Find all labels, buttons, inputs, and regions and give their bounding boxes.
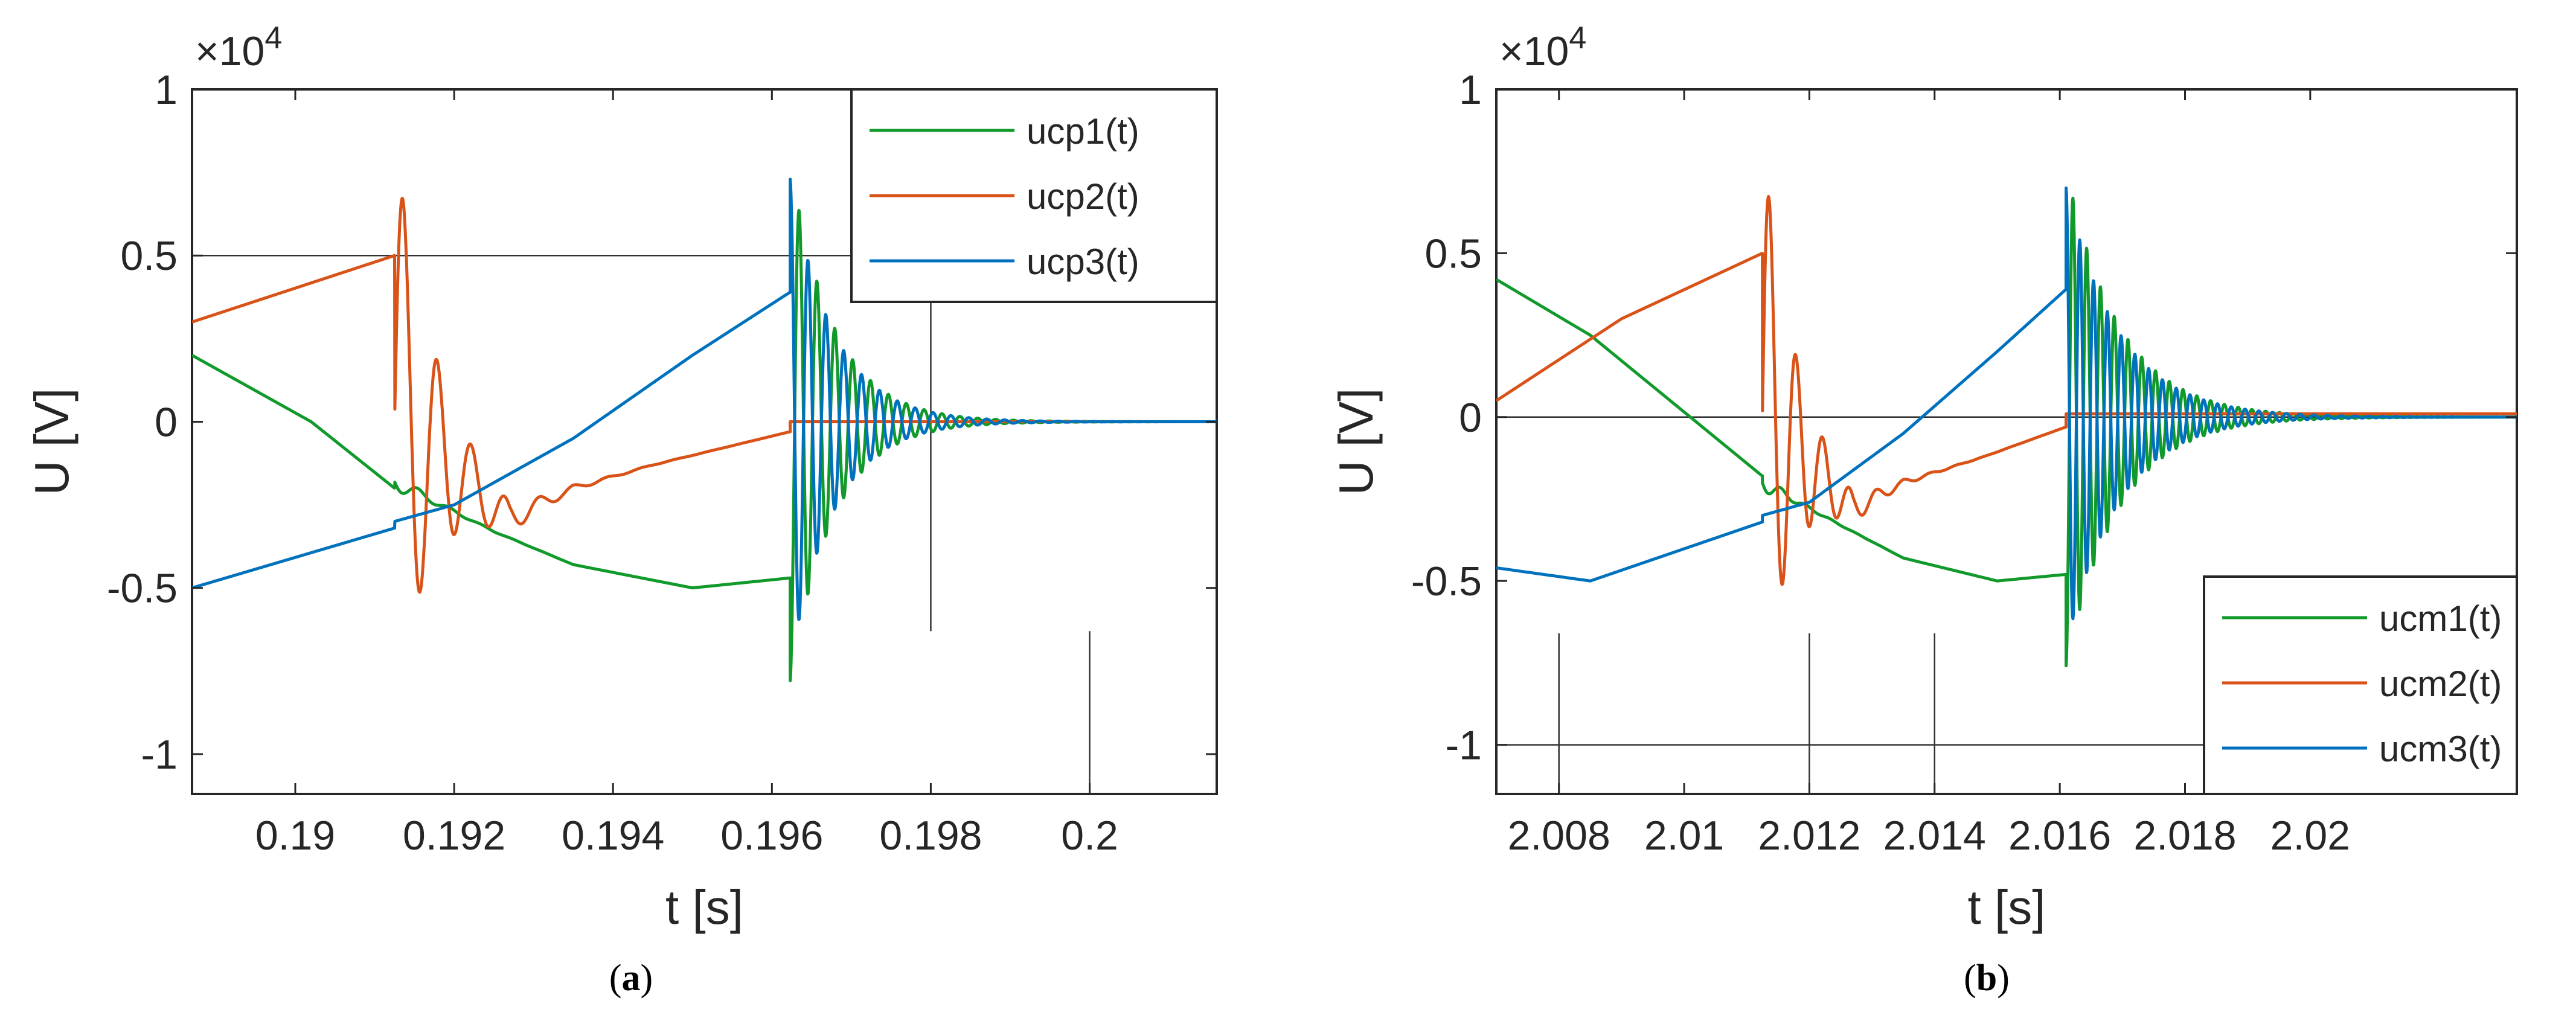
x-tick-label: 0.194 (562, 813, 664, 859)
x-tick-label: 2.012 (1758, 813, 1860, 859)
x-tick-label: 0.192 (403, 813, 505, 859)
x-tick-label: 0.19 (255, 813, 335, 859)
y-exponent-base: ×10 (1499, 28, 1569, 74)
series-group (192, 178, 1217, 682)
panel-b: 1 0.5 0 -0.5 -1 2.008 2.01 2.012 2.014 2.016 2.018… (1329, 21, 2518, 999)
legend: ucm1(t) ucm2(t) ucm3(t) (2203, 575, 2518, 795)
x-tick-label: 2.016 (2008, 813, 2111, 859)
x-axis-label: t [s] (1968, 880, 2046, 934)
legend-label: ucp3(t) (1027, 242, 1139, 282)
y-tick-label: -0.5 (1411, 559, 1482, 604)
x-tick-label: 2.02 (2270, 813, 2350, 859)
y-tick-label: 0.5 (1424, 231, 1482, 277)
y-tick-label: 1 (1459, 67, 1482, 113)
y-axis-label: U [V] (1329, 388, 1383, 496)
x-tick-label: 2.01 (1644, 813, 1724, 859)
series-line-ucm3t (1496, 186, 2517, 621)
y-tick-label: 1 (155, 67, 178, 113)
x-axis-label: t [s] (665, 880, 743, 934)
x-tick-label: 0.196 (720, 813, 823, 859)
y-tick-label: 0 (1459, 395, 1482, 441)
legend-label: ucm3(t) (2379, 729, 2502, 769)
y-tick-label: 0 (155, 399, 178, 445)
y-axis-label: U [V] (25, 388, 78, 496)
legend: ucp1(t) ucp2(t) ucp3(t) (850, 88, 1218, 303)
y-exponent-power: 4 (1569, 21, 1586, 56)
y-tick-label: 0.5 (120, 233, 178, 279)
legend-label: ucm1(t) (2379, 598, 2502, 639)
caption-close-paren: ) (641, 958, 653, 999)
y-tick-label: -1 (141, 732, 178, 778)
caption-open-paren: ( (1964, 958, 1976, 999)
x-tick-label: 0.198 (879, 813, 982, 859)
y-tick-label: -1 (1446, 723, 1482, 769)
x-tick-label: 2.018 (2133, 813, 2236, 859)
legend-label: ucp1(t) (1027, 111, 1139, 152)
y-tick-label: -0.5 (107, 566, 178, 612)
y-exponent-label: ×104 (195, 21, 282, 74)
x-tick-label: 2.014 (1883, 813, 1986, 859)
caption-close-paren: ) (1997, 958, 2010, 999)
caption-letter: a (622, 958, 641, 999)
x-tick-label: 2.008 (1508, 813, 1610, 859)
y-exponent-base: ×10 (195, 28, 264, 74)
y-exponent-power: 4 (264, 21, 282, 56)
caption-letter: b (1976, 958, 1997, 999)
x-tick-label: 0.2 (1061, 813, 1118, 859)
legend-label: ucm2(t) (2379, 664, 2502, 704)
panel-a: 1 0.5 0 -0.5 -1 0.19 0.192 0.194 0.196 0.198 0.2 ×1… (25, 21, 1218, 999)
series-line-ucp3t (192, 178, 1217, 621)
legend-box (2203, 575, 2518, 795)
y-exponent-label: ×104 (1499, 21, 1586, 74)
panel-caption: (b) (1964, 958, 2010, 999)
panel-caption: (a) (609, 958, 653, 999)
series-group (1496, 186, 2517, 668)
caption-open-paren: ( (609, 958, 622, 999)
series-line-ucm2t (1496, 194, 2517, 586)
legend-label: ucp2(t) (1027, 176, 1139, 217)
